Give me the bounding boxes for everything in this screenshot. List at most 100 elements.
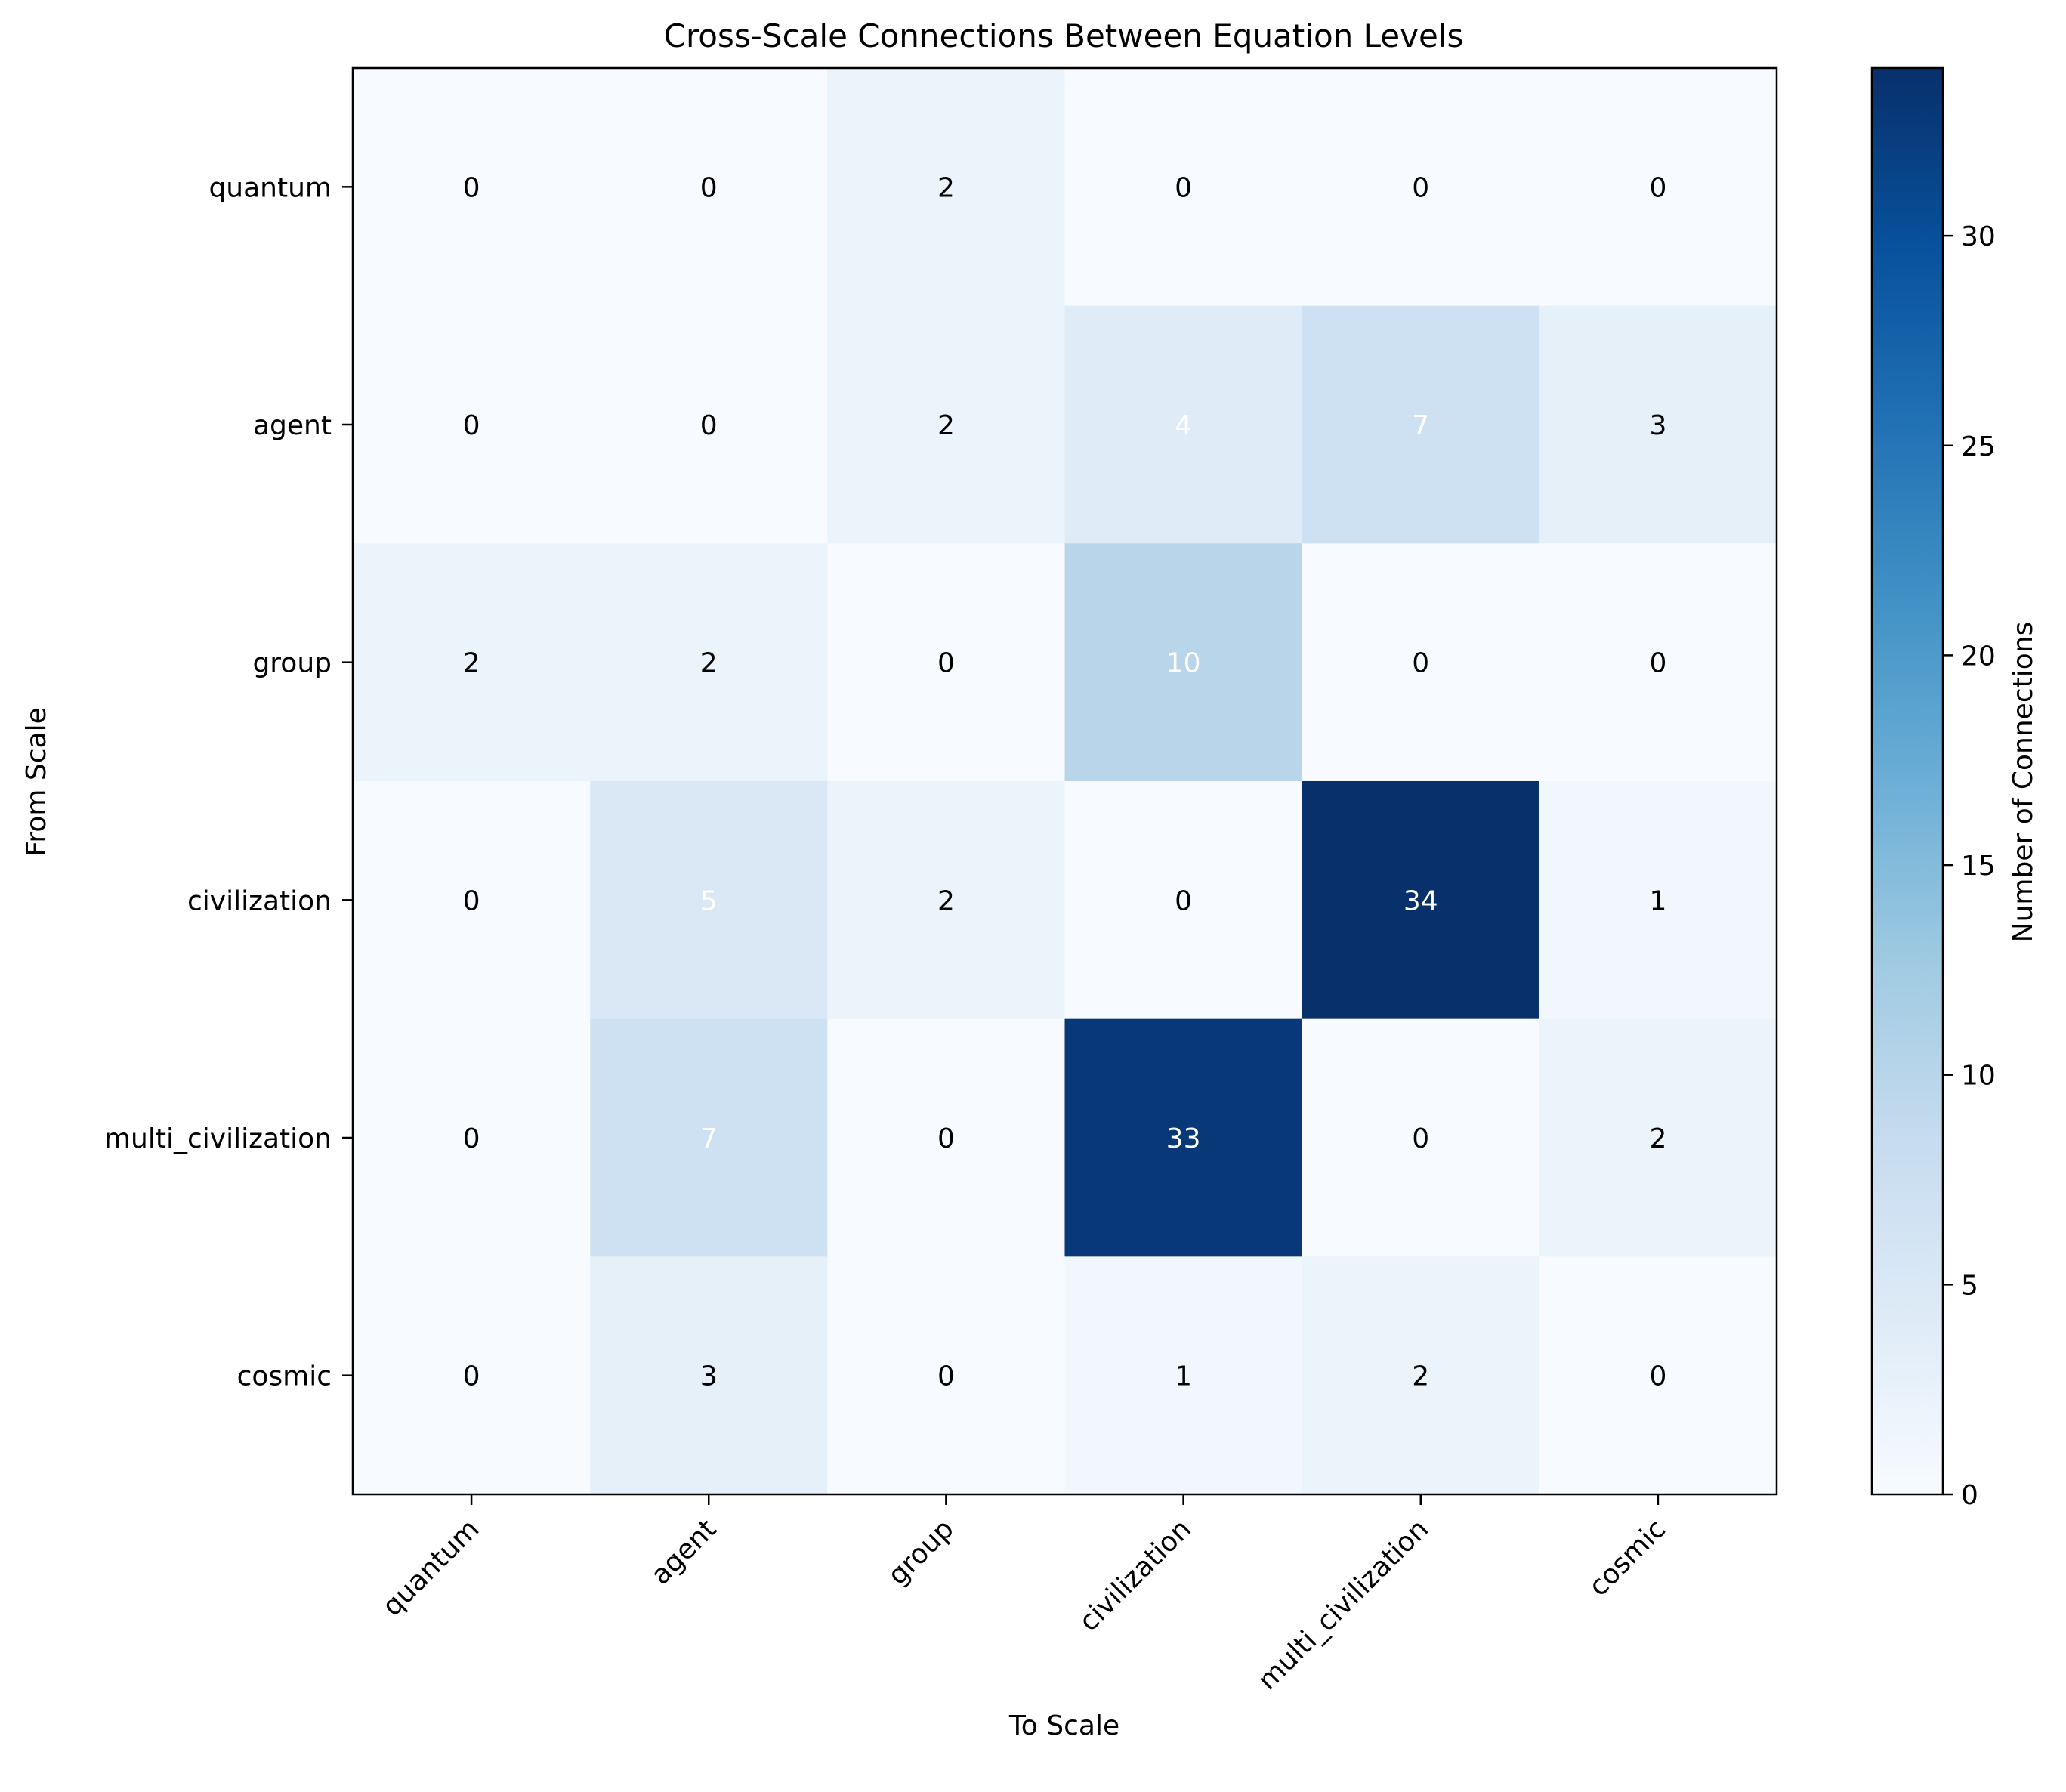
heatmap-cell [827,781,1065,1020]
heatmap-cell [590,1018,828,1257]
heatmap-cell [1302,68,1540,307]
x-tick-label: agent [645,1513,723,1591]
cell-value-label: 33 [1166,1123,1201,1154]
x-axis-label: To Scale [1008,1710,1119,1741]
cell-value-label: 2 [463,648,480,679]
cell-value-labels: 0 0 2 0 0 00 0 2 4 7 32 2 0 10 0 00 5 2 0 34 10 7 0 33 0 20 3 0 1 2 0 [463,172,1667,1392]
heatmap-cell [827,305,1065,544]
cell-value-label: 2 [937,885,955,916]
heatmap-cell [353,781,591,1020]
heatmap-cell [590,781,828,1020]
cell-value-label: 0 [1412,1123,1429,1154]
heatmap-cell [590,68,828,307]
cell-value-label: 3 [1649,410,1666,441]
cell-value-label: 0 [1175,172,1192,203]
cell-value-label: 0 [463,885,480,916]
x-tick-label: civilization [1073,1513,1197,1637]
cell-value-label: 0 [1412,172,1429,203]
cell-value-label: 7 [1412,410,1429,441]
heatmap-cell [1539,305,1777,544]
cell-value-label: 2 [937,172,955,203]
colorbar-tick-label: 30 [1961,221,1996,252]
heatmap-cell [1302,1018,1540,1257]
heatmap-cell [1539,1018,1777,1257]
colorbar-tick-label: 25 [1961,431,1996,462]
cell-value-label: 2 [1412,1361,1429,1392]
heatmap-cells [353,68,1777,1495]
heatmap-cell [1064,68,1303,307]
heatmap-cell [1539,1256,1777,1495]
heatmap-cell [1064,305,1303,544]
heatmap-cell [1302,305,1540,544]
x-tick-label: group [882,1513,960,1591]
cell-value-label: 3 [700,1361,718,1392]
colorbar-tick-label: 10 [1961,1061,1996,1092]
heatmap-cell [1302,781,1540,1020]
colorbar-tick-label: 5 [1961,1270,1978,1301]
heatmap-cell [590,305,828,544]
cell-value-label: 34 [1404,885,1438,916]
cell-value-label: 0 [937,648,955,679]
heatmap-cell [353,305,591,544]
y-tick-label: agent [253,410,332,441]
x-axis: quantum agent group civilization multi_civil… [377,1494,1672,1696]
y-axis: quantum agent group civilization multi_civil… [104,172,353,1392]
y-axis-label: From Scale [21,707,52,857]
colorbar-tick-label: 15 [1961,851,1996,882]
heatmap-cell [827,1256,1065,1495]
heatmap-cell [1539,781,1777,1020]
y-tick-label: group [252,648,332,679]
heatmap-cell [590,543,828,782]
x-tick-label: cosmic [1583,1513,1672,1602]
cell-value-label: 0 [463,410,480,441]
plot-frame [351,66,1778,1496]
heatmap-cell [827,1018,1065,1257]
colorbar-ticks: 0 5 10 15 20 25 30 [1943,221,1996,1511]
heatmap-cell [1539,543,1777,782]
cell-value-label: 7 [700,1123,718,1154]
colorbar-gradient [1870,66,1944,1496]
cell-value-label: 0 [937,1361,955,1392]
cell-value-label: 2 [1649,1123,1666,1154]
y-tick-label: multi_civilization [104,1123,332,1154]
cell-value-label: 10 [1166,648,1201,679]
cell-value-label: 0 [1649,172,1666,203]
heatmap-cell [1064,781,1303,1020]
heatmap-cell [590,1256,828,1495]
cell-value-label: 0 [937,1123,955,1154]
cell-value-label: 0 [463,1123,480,1154]
cell-value-label: 1 [1649,885,1666,916]
heatmap-cell [1064,543,1303,782]
heatmap-cell [1302,1256,1540,1495]
cell-value-label: 4 [1175,410,1192,441]
cell-value-label: 0 [700,172,718,203]
colorbar-tick-label: 0 [1961,1480,1978,1511]
heatmap-cell [827,68,1065,307]
heatmap-cell [1064,1018,1303,1257]
x-tick-label: multi_civilization [1252,1513,1434,1696]
y-tick-label: civilization [187,885,332,916]
y-tick-label: cosmic [237,1361,332,1392]
cell-value-label: 0 [1175,885,1192,916]
heatmap-cell [1064,1256,1303,1495]
cell-value-label: 0 [463,1361,480,1392]
heatmap-cell [353,68,591,307]
colorbar-tick-label: 20 [1961,641,1996,672]
y-tick-label: quantum [208,172,332,203]
colorbar-label: Number of Connections [2008,622,2039,943]
heatmap-cell [1539,68,1777,307]
heatmap-cell [353,1018,591,1257]
cell-value-label: 1 [1175,1361,1192,1392]
cell-value-label: 0 [1412,648,1429,679]
heatmap-cell [353,1256,591,1495]
heatmap-cell [827,543,1065,782]
heatmap-cell [1302,543,1540,782]
heatmap-cell [353,543,591,782]
cell-value-label: 2 [937,410,955,441]
chart-title: Cross-Scale Connections Between Equation… [664,17,1464,54]
cell-value-label: 0 [1649,648,1666,679]
cell-value-label: 2 [700,648,718,679]
x-tick-label: quantum [377,1513,486,1622]
